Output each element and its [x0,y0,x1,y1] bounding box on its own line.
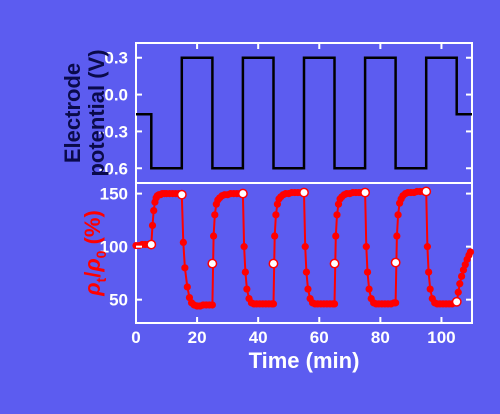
data-point [301,243,309,251]
data-point [423,243,432,251]
top-y-ticks: -0.6 -0.3 0.0 0.3 [99,49,472,178]
x-axis-label: Time (min) [249,348,360,373]
data-point [209,232,218,240]
bottom-x-ticks: 0 20 40 60 80 100 [131,43,456,347]
data-point [456,280,464,288]
data-point [466,248,475,256]
data-point [304,285,312,293]
bottom-x-tick-label: 60 [310,328,329,347]
data-point [271,232,279,240]
top-y-tick-label: 0.3 [104,49,128,68]
data-point [150,206,158,215]
data-point [208,301,216,309]
marker-point [451,296,462,307]
data-point [148,221,157,230]
top-y-tick-label: 0.0 [104,86,128,105]
marker-point [299,187,309,198]
data-point [243,285,251,293]
bottom-y-ticks: 50 100 150 [100,185,472,310]
data-point [393,232,401,240]
bottom-x-tick-label: 0 [131,328,140,347]
data-point [454,288,462,296]
marker-point [268,258,279,269]
data-point [241,268,249,276]
y-label-sub-t: t [93,277,109,282]
data-point [269,300,278,308]
bottom-y-tick-label: 150 [100,185,128,204]
data-point [362,243,370,251]
y-label-sub-0: 0 [93,250,109,258]
potential-step-line [136,56,472,170]
marker-point [207,258,218,269]
bottom-x-tick-label: 20 [188,328,207,347]
top-y-tick-label: -0.3 [99,122,128,141]
data-point [183,283,191,291]
data-point [363,268,372,276]
marker-point [329,258,340,269]
top-panel: -0.6 -0.3 0.0 0.3 Electrode potential (V) [60,42,473,184]
data-point [181,264,189,272]
top-y-axis-label-line1: Electrode [60,63,85,163]
data-point [365,285,373,293]
y-label-rho: ρ [80,282,105,296]
y-label-slash: / [80,272,105,278]
data-point [426,285,434,293]
data-point [332,232,340,240]
bottom-y-tick-label: 50 [109,291,128,310]
marker-point [146,239,157,250]
bottom-x-tick-label: 40 [249,328,268,347]
data-point [392,299,400,307]
bottom-x-tick-label: 80 [371,328,390,347]
marker-point [237,188,248,199]
data-point [458,272,466,280]
data-point [179,238,187,246]
data-point [425,268,433,276]
data-point [272,211,280,219]
top-series [136,56,472,170]
bottom-series [132,186,475,310]
data-point [330,300,339,308]
marker-point [176,189,187,200]
data-point [240,243,248,251]
marker-point [360,187,371,198]
marker-point [390,257,401,268]
y-label-unit: (%) [80,210,105,250]
bottom-x-tick-label: 100 [427,328,455,347]
bottom-y-axis-label: ρt/ρ0 (%) [80,210,109,297]
data-point [333,211,341,219]
top-y-tick-label: -0.6 [99,159,128,178]
top-y-axis-label-line2: potential (V) [84,49,109,176]
data-point [211,211,219,219]
data-point [302,268,311,276]
data-point [394,211,402,219]
marker-point [421,186,432,197]
y-label-rho-zero: ρ [80,258,105,272]
bottom-y-tick-label: 100 [100,238,128,257]
